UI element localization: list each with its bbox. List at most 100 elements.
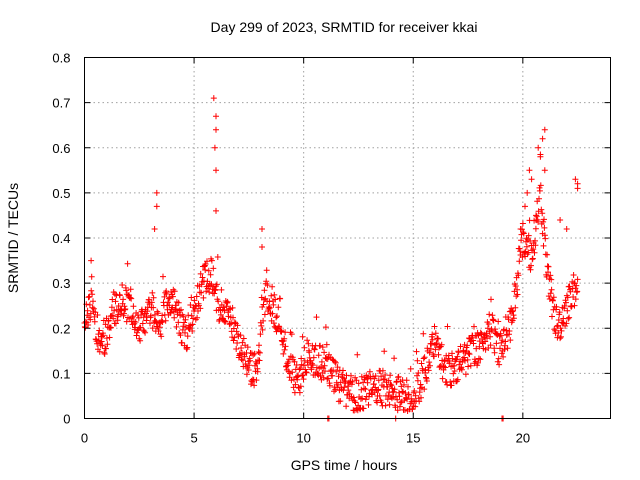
data-point [118, 307, 125, 314]
data-point [205, 267, 212, 274]
data-point [343, 403, 350, 410]
x-tick-label: 5 [190, 431, 197, 446]
data-point [440, 363, 447, 370]
data-point [378, 373, 385, 380]
data-point [570, 272, 577, 278]
data-point [448, 382, 455, 389]
data-point [361, 385, 367, 392]
data-point [163, 291, 170, 297]
data-point [553, 303, 560, 310]
data-point [467, 362, 474, 369]
data-point [301, 344, 308, 351]
y-tick-label: 0 [63, 412, 70, 427]
data-point [510, 315, 517, 322]
data-point [218, 286, 225, 293]
data-point [282, 343, 289, 350]
data-point [353, 377, 360, 384]
data-point [392, 404, 399, 411]
data-point [297, 383, 304, 390]
data-point [379, 367, 386, 374]
data-point [160, 273, 166, 280]
data-point [188, 294, 195, 301]
data-point [199, 274, 206, 281]
data-point [557, 217, 564, 223]
data-point [169, 293, 176, 300]
data-point [416, 398, 423, 405]
data-point [458, 366, 465, 373]
data-point [251, 350, 258, 357]
data-point [450, 370, 457, 377]
data-point [221, 307, 228, 314]
data-point [435, 351, 442, 358]
data-point [259, 226, 265, 232]
data-point [256, 349, 263, 356]
data-point [525, 249, 532, 256]
data-point [394, 407, 401, 414]
data-point [423, 378, 430, 384]
data-point [120, 296, 127, 303]
data-point [470, 340, 477, 347]
data-point [148, 299, 155, 306]
data-point [403, 377, 410, 384]
data-point [412, 392, 419, 399]
data-point [182, 329, 188, 336]
data-point [213, 113, 219, 120]
data-point [122, 306, 129, 312]
data-point [387, 372, 394, 379]
data-point [439, 375, 446, 382]
data-point [162, 317, 169, 324]
data-point [278, 328, 285, 335]
data-point [431, 323, 438, 330]
data-point [421, 354, 428, 361]
data-point [334, 364, 341, 371]
data-point [101, 351, 108, 357]
data-point [116, 292, 123, 299]
data-point [427, 345, 434, 352]
data-point [541, 126, 548, 133]
data-point [426, 359, 433, 366]
data-point [421, 386, 428, 393]
data-point [509, 308, 516, 315]
data-point [231, 334, 238, 341]
data-point [206, 289, 213, 296]
data-point [299, 333, 306, 340]
data-point [226, 321, 233, 328]
data-point [401, 407, 408, 413]
data-point [310, 354, 317, 361]
y-tick-label: 0.1 [52, 366, 70, 381]
data-point [153, 189, 160, 196]
data-point [563, 320, 570, 327]
data-point [273, 314, 280, 321]
data-point [234, 340, 241, 346]
data-point [221, 317, 227, 324]
data-point [395, 373, 402, 380]
data-point [464, 342, 471, 349]
data-point [449, 355, 456, 362]
data-point [213, 207, 219, 214]
data-point [299, 372, 306, 379]
data-point [91, 318, 98, 325]
data-point [301, 357, 308, 364]
data-point [263, 267, 270, 274]
data-point [207, 282, 214, 289]
data-point [500, 353, 507, 360]
data-point [427, 362, 433, 369]
data-point [352, 399, 359, 406]
data-point [319, 344, 326, 351]
data-point [127, 294, 134, 301]
data-point [288, 331, 295, 338]
data-point [429, 336, 436, 343]
data-point [270, 301, 277, 308]
data-point [465, 363, 472, 370]
data-point [270, 320, 277, 327]
data-point [127, 286, 134, 293]
data-point [285, 359, 292, 365]
data-point [420, 330, 427, 337]
data-point [190, 315, 197, 322]
data-point [547, 290, 554, 297]
data-point [304, 337, 311, 344]
data-point [364, 379, 371, 386]
data-point [216, 316, 223, 323]
data-point [178, 306, 184, 313]
data-point [526, 167, 533, 174]
